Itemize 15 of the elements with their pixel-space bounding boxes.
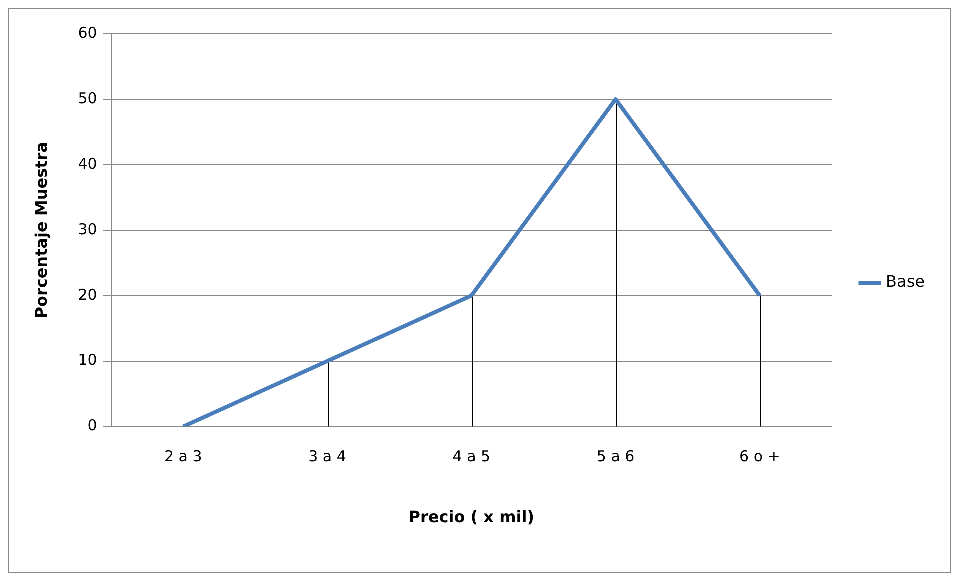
y-tick-label: 60 <box>78 24 98 42</box>
y-tick-label: 50 <box>78 89 98 108</box>
legend-label: Base <box>886 272 926 292</box>
y-tick-label: 30 <box>78 220 98 238</box>
y-tick-label: 0 <box>88 416 98 435</box>
y-tick-label: 20 <box>78 286 98 304</box>
x-axis-title: Precio ( x mil) <box>408 508 535 527</box>
x-tick-label: 2 a 3 <box>164 448 202 466</box>
x-tick-label: 3 a 4 <box>308 448 346 466</box>
y-axis-title: Porcentaje Muestra <box>32 142 51 319</box>
x-tick-label: 5 a 6 <box>596 448 635 466</box>
y-tick-label: 10 <box>78 351 98 370</box>
y-tick-label: 40 <box>78 154 98 173</box>
x-tick-label: 6 o + <box>740 448 780 466</box>
x-tick-label: 4 a 5 <box>452 448 491 466</box>
